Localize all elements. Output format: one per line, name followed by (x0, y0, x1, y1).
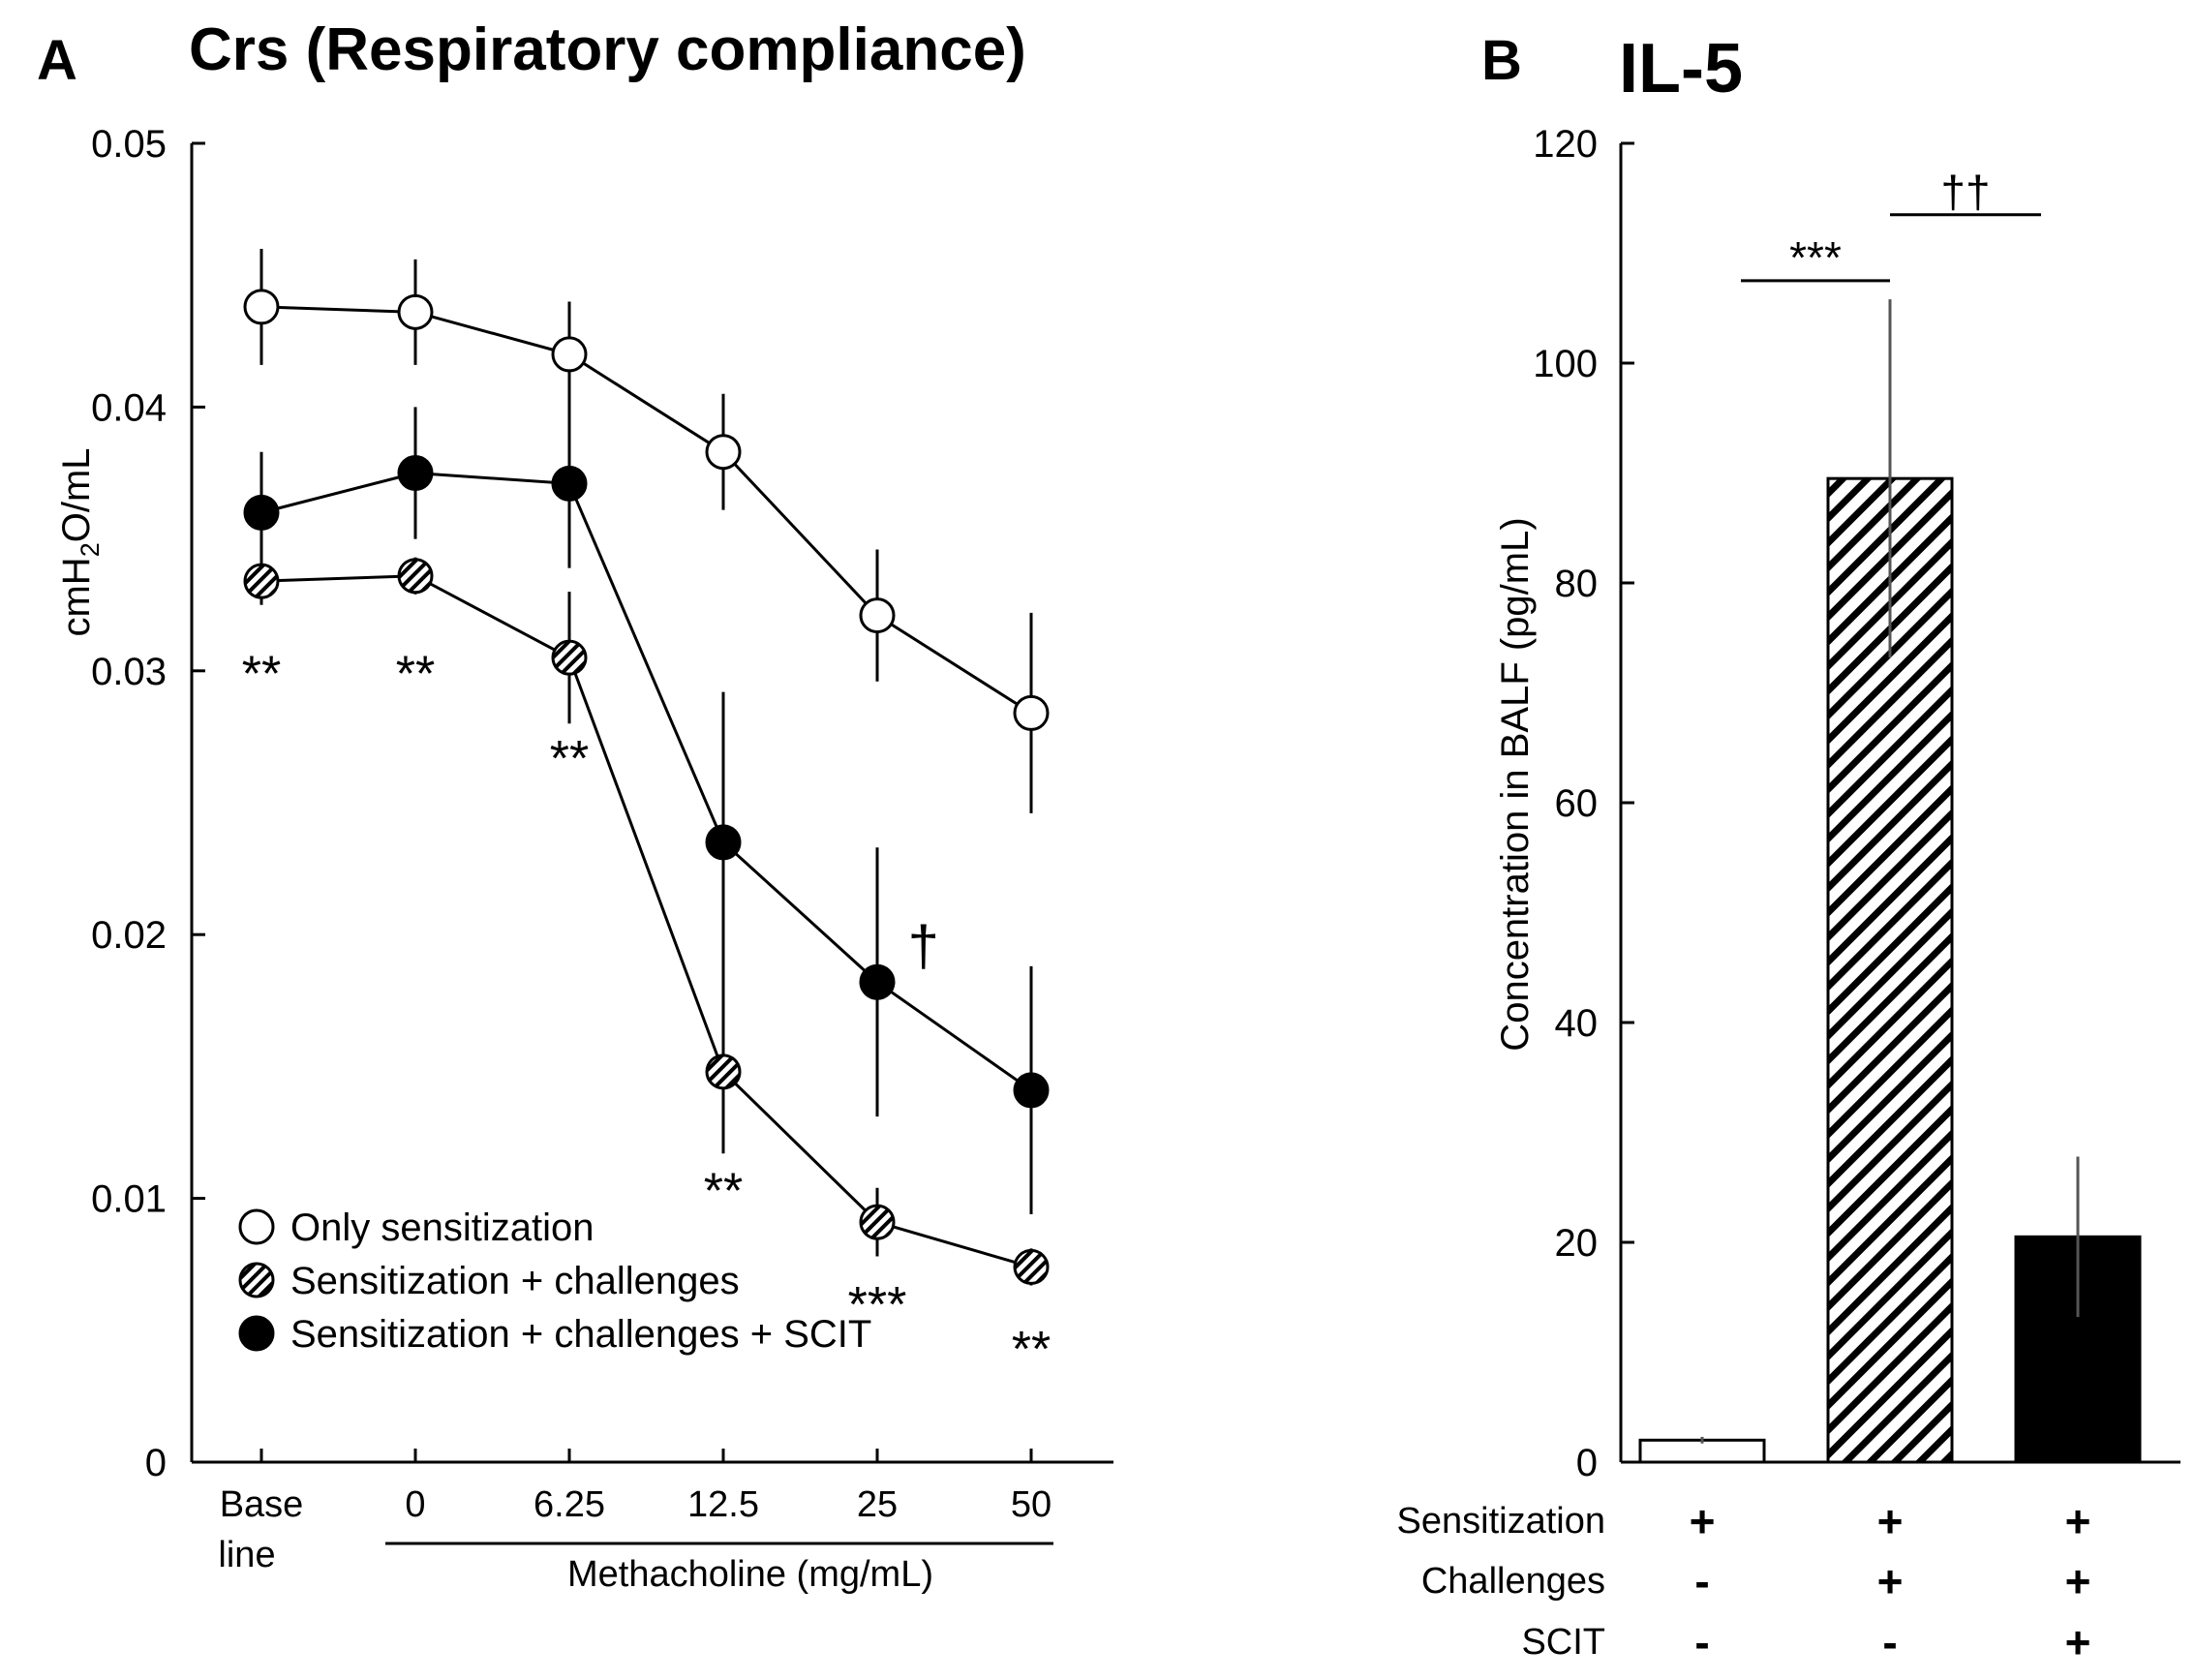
condition-plus: + (1877, 1556, 1904, 1606)
panel-a-y-tick-label: 0.05 (91, 123, 167, 166)
series-2-point (1013, 1072, 1050, 1109)
series-1-point (243, 563, 280, 599)
condition-minus: - (1882, 1617, 1897, 1667)
series-0-point (859, 597, 896, 634)
panel-b-title: IL-5 (1619, 30, 1743, 107)
series-0-point (551, 336, 588, 373)
series-2-point (243, 494, 280, 531)
series-0-line (260, 305, 1032, 715)
condition-row-label: Sensitization (1397, 1501, 1605, 1542)
significance-annotation: ** (550, 731, 589, 787)
panel-a-x-tick-label-line2: line (218, 1535, 275, 1575)
panel-a-y-tick-label: 0.03 (91, 651, 167, 693)
significance-annotation: ** (1012, 1322, 1051, 1378)
condition-plus: + (1690, 1496, 1716, 1546)
legend-marker-filled (238, 1315, 275, 1352)
panel-a-y-axis-label: cmH2O/mL (55, 447, 105, 636)
legend-label: Only sensitization (290, 1207, 594, 1249)
panel-b-y-tick-label: 120 (1533, 123, 1598, 166)
panel-a-x-tick-label: 25 (857, 1484, 898, 1525)
series-1-point (705, 1054, 742, 1090)
panel-a-x-tick-label: 50 (1011, 1484, 1052, 1525)
panel-a-y-tick-label: 0.04 (91, 386, 167, 429)
panel-a-y-tick-label: 0.01 (91, 1178, 167, 1221)
condition-minus: - (1694, 1617, 1709, 1667)
series-0-point (397, 293, 434, 330)
panel-a-x-tick-label: 0 (405, 1484, 425, 1525)
condition-table: Sensitization Challenges SCIT + - - + + - + + + (1397, 1496, 2091, 1667)
panel-a-x-tick-label: 6.25 (534, 1484, 605, 1525)
legend-label: Sensitization + challenges (290, 1260, 740, 1302)
panel-b-y-axis-label: Concentration in BALF (pg/mL) (1494, 517, 1537, 1051)
condition-row-label: Challenges (1421, 1561, 1605, 1602)
condition-plus: + (2065, 1617, 2091, 1667)
significance-annotation: ** (242, 647, 281, 703)
panel-a-title: Crs (Respiratory compliance) (189, 16, 1026, 83)
panel-a-x-axis-label: Methacholine (mg/mL) (567, 1554, 933, 1595)
series-1-line (260, 574, 1032, 1268)
significance-annotation: *** (848, 1277, 907, 1333)
series-2-point (551, 465, 588, 502)
dagger-annotation: † (908, 915, 939, 978)
panel-b-y-tick-label: 100 (1533, 343, 1598, 385)
panel-a-x-tick-label: Base (220, 1484, 304, 1525)
panel-a-chart: A Crs (Respiratory compliance) cmH2O/mL … (37, 16, 1113, 1595)
legend-marker-open (238, 1208, 275, 1245)
significance-annotation: ** (704, 1164, 743, 1220)
series-0-point (705, 434, 742, 471)
panel-b-y-tick-label: 60 (1555, 782, 1599, 825)
series-1-point (859, 1204, 896, 1240)
panel-b-chart: B IL-5 Concentration in BALF (pg/mL) 0 20… (1397, 29, 2180, 1667)
panel-a-y-tick-label: 0 (145, 1442, 167, 1484)
condition-row-label: SCIT (1521, 1622, 1605, 1663)
series-1-point (551, 639, 588, 676)
panel-a-x-tick-label: 12.5 (687, 1484, 759, 1525)
bar-open (1638, 1438, 1766, 1464)
panel-a-letter: A (37, 29, 77, 92)
panel-b-y-tick-label: 0 (1576, 1442, 1598, 1484)
significance-label: †† (1940, 167, 1990, 217)
series-2-point (705, 824, 742, 861)
legend-marker-hatched (238, 1262, 275, 1298)
condition-plus: + (2065, 1556, 2091, 1606)
condition-minus: - (1694, 1556, 1709, 1606)
panel-a-legend: Only sensitization Sensitization + challe… (238, 1207, 871, 1356)
series-2-line (260, 471, 1032, 1092)
series-0-point (1013, 694, 1050, 731)
legend-label: Sensitization + challenges + SCIT (290, 1313, 871, 1356)
panel-b-y-tick-label: 20 (1555, 1222, 1599, 1265)
series-1-point (1013, 1248, 1050, 1285)
condition-plus: + (2065, 1496, 2091, 1546)
significance-label: *** (1789, 232, 1842, 283)
panel-b-y-tick-label: 80 (1555, 563, 1599, 605)
series-2-point (397, 455, 434, 491)
panel-a-y-tick-label: 0.02 (91, 914, 167, 957)
series-0-point (243, 289, 280, 325)
series-2-point (859, 963, 896, 1000)
condition-plus: + (1877, 1496, 1904, 1546)
panel-b-y-tick-label: 40 (1555, 1002, 1599, 1045)
series-1-point (397, 558, 434, 595)
panel-b-letter: B (1481, 29, 1522, 92)
significance-annotation: ** (396, 647, 435, 703)
